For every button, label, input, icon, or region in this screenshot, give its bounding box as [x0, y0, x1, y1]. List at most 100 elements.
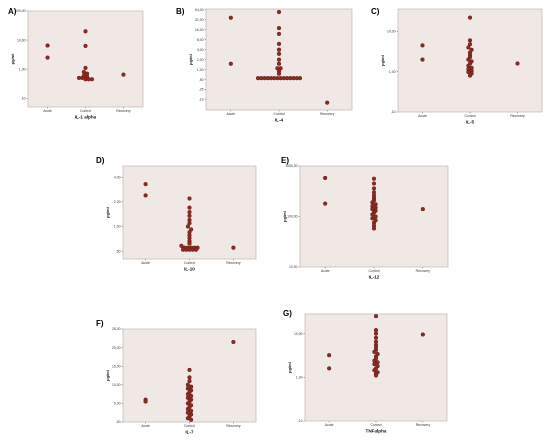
y-tick-label: 25,00	[112, 327, 121, 331]
panel-f: F) ,00 5,00 10,00 15,00 20,00 25,00 pg/ml Acute C…	[96, 319, 257, 435]
data-point-recovery	[420, 332, 425, 337]
data-point-control	[466, 57, 471, 62]
y-tick-label: 8,00	[197, 38, 204, 42]
data-point-acute	[327, 353, 332, 358]
y-tick-label: ,10	[391, 110, 396, 114]
data-point-acute	[45, 43, 50, 48]
data-point-control	[276, 31, 282, 37]
data-point-control	[83, 65, 88, 71]
data-point-control	[371, 181, 377, 186]
data-point-recovery	[325, 100, 330, 105]
x-tick-label: Control	[274, 112, 285, 116]
data-point-control	[370, 207, 375, 212]
data-point-control	[276, 47, 282, 52]
x-tick-label: Recovery	[226, 424, 241, 428]
data-point-control	[370, 216, 375, 221]
y-axis-label: pg/ml	[380, 55, 385, 66]
plot-area	[27, 10, 144, 108]
y-tick-label: 10,00	[289, 265, 298, 269]
data-point-control	[187, 378, 192, 384]
panel-letter-a: A)	[8, 7, 17, 16]
x-tick-label: Recovery	[320, 112, 335, 116]
data-point-acute	[327, 366, 332, 371]
y-tick-label: 4,00	[114, 175, 121, 179]
y-tick-label: 2,00	[114, 200, 121, 204]
y-tick-label: ,13	[199, 98, 204, 102]
data-point-control	[467, 38, 473, 43]
y-tick-label: ,25	[199, 88, 204, 92]
data-point-control	[89, 77, 95, 82]
y-tick-label: 32,00	[195, 18, 204, 22]
y-tick-label: 10,00	[294, 332, 303, 336]
data-point-acute	[143, 399, 148, 404]
y-tick-label: 10,00	[112, 383, 121, 387]
panel-letter-b: B)	[176, 7, 185, 16]
data-point-control	[371, 226, 377, 231]
y-tick-label: 16,00	[195, 28, 204, 32]
x-tick-label: Control	[371, 423, 382, 427]
panel-c: C) 10,00 1,00 ,10 pg/ml Acute Control Recovery I…	[371, 7, 543, 125]
panel-g: G) 10,00 1,00 ,10 pg/ml Acute Control Recovery T…	[283, 309, 448, 434]
panel-d: D) 4,00 2,00 1,00 ,50 pg/ml Acute Control Recove…	[96, 156, 257, 272]
panel-e: E)1000,00 100,00 10,00 pg/ml Acute Control Rec…	[281, 156, 449, 280]
panel-letter-g: G)	[283, 309, 292, 318]
data-point-acute	[228, 15, 233, 20]
data-point-control	[276, 25, 282, 31]
data-point-acute	[143, 182, 148, 187]
data-point-control	[189, 417, 194, 422]
data-point-control	[185, 395, 190, 400]
x-tick-label: Recovery	[416, 269, 431, 273]
y-tick-label: 15,00	[112, 364, 121, 368]
x-tick-label: Recovery	[226, 261, 241, 265]
data-point-acute	[420, 43, 425, 48]
data-point-control	[373, 335, 379, 340]
x-tick-label: Acute	[141, 424, 150, 428]
data-point-control	[187, 221, 192, 226]
data-point-control	[187, 210, 192, 215]
y-tick-label: 1,00	[19, 67, 26, 71]
y-tick-label: ,10	[298, 419, 303, 423]
data-point-control	[373, 327, 379, 333]
panel-letter-f: F)	[96, 319, 104, 328]
data-point-control	[179, 243, 184, 248]
x-tick-label: Acute	[325, 423, 334, 427]
y-tick-label: ,50	[116, 249, 121, 253]
y-tick-label: 1,00	[296, 375, 303, 379]
y-axis-label: pg/ml	[105, 370, 110, 381]
y-tick-label: 2,00	[197, 58, 204, 62]
y-tick-label: 1,00	[389, 70, 396, 74]
y-tick-label: 100,00	[15, 9, 25, 13]
data-point-control	[276, 71, 282, 76]
data-point-control	[373, 331, 379, 336]
data-point-control	[371, 186, 377, 191]
x-tick-label: Control	[184, 261, 195, 265]
y-tick-label: ,50	[199, 78, 204, 82]
data-point-control	[276, 41, 282, 46]
x-tick-label: Acute	[321, 269, 330, 273]
x-axis-label: IL-1 alpha	[75, 115, 97, 120]
x-tick-label: Control	[465, 114, 476, 118]
data-point-recovery	[231, 339, 236, 345]
panel-b: B) 64,00 32,00 16,00 8,00 4,00 2,00 1,00 ,50 ,25,…	[176, 7, 353, 123]
data-point-control	[276, 61, 282, 66]
y-axis-label: pg/ml	[105, 207, 110, 218]
data-point-control	[187, 196, 192, 201]
data-point-acute	[323, 175, 328, 181]
x-axis-label: TNFalpha	[366, 429, 387, 434]
panel-letter-d: D)	[96, 156, 105, 165]
data-point-control	[185, 410, 190, 415]
data-point-control	[276, 51, 282, 56]
data-point-acute	[323, 201, 328, 206]
data-point-recovery	[515, 61, 520, 66]
data-point-control	[83, 29, 88, 34]
y-axis-label: pg/ml	[282, 211, 287, 222]
data-point-control	[187, 205, 192, 210]
data-point-control	[373, 373, 379, 378]
y-tick-label: 1,00	[197, 68, 204, 72]
data-point-control	[276, 57, 282, 62]
y-tick-label: ,00	[116, 420, 121, 424]
data-point-control	[187, 375, 192, 380]
data-point-control	[193, 247, 199, 252]
data-point-control	[371, 176, 377, 181]
